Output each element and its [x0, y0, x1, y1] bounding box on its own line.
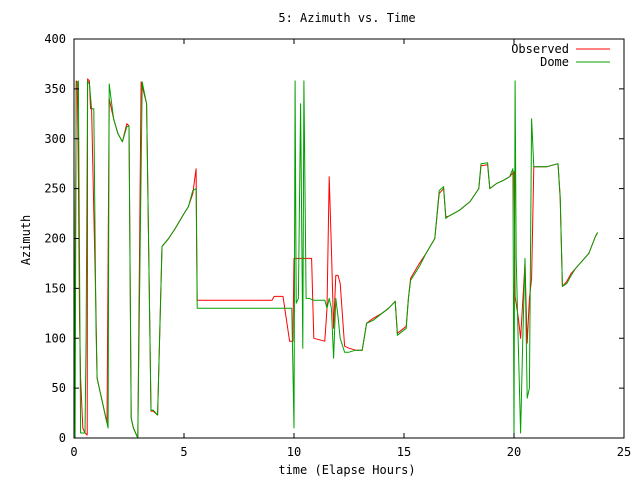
y-tick-label: 300: [44, 132, 66, 146]
y-tick-label: 350: [44, 82, 66, 96]
x-tick-label: 10: [287, 445, 301, 459]
plot-frame: [73, 38, 625, 439]
legend-label-observed: Observed: [511, 42, 569, 56]
legend-label-dome: Dome: [540, 55, 569, 69]
x-axis-label: time (Elapse Hours): [278, 463, 415, 477]
y-tick-label: 150: [44, 281, 66, 295]
x-tick-label: 20: [507, 445, 521, 459]
x-tick-label: 0: [70, 445, 77, 459]
y-axis-label: Azimuth: [19, 215, 33, 266]
series-line-dome: [73, 80, 599, 439]
y-tick-label: 100: [44, 331, 66, 345]
x-tick-label: 15: [397, 445, 411, 459]
y-tick-label: 400: [44, 32, 66, 46]
y-tick-label: 0: [59, 431, 66, 445]
y-tick-label: 50: [52, 381, 66, 395]
series-layer: [73, 78, 599, 439]
y-tick-label: 250: [44, 182, 66, 196]
x-tick-label: 5: [180, 445, 187, 459]
chart-title: 5: Azimuth vs. Time: [278, 11, 415, 25]
y-tick-label: 200: [44, 232, 66, 246]
x-tick-label: 25: [617, 445, 631, 459]
